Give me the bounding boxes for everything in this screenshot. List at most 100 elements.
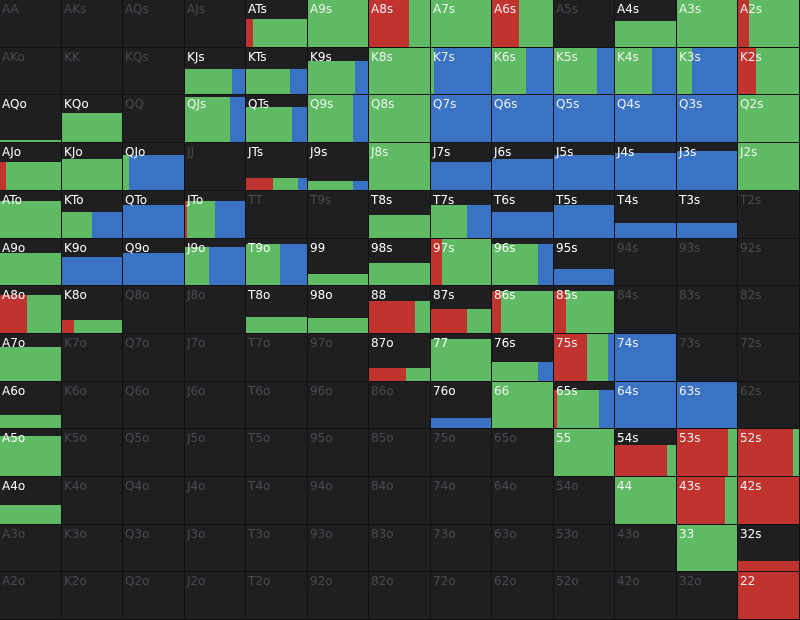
hand-cell-t9o[interactable]: T9o	[246, 239, 308, 286]
hand-cell-t8o[interactable]: T8o	[246, 286, 308, 334]
hand-cell-93o[interactable]: 93o	[308, 525, 369, 572]
hand-cell-t3o[interactable]: T3o	[246, 525, 308, 572]
hand-cell-a6s[interactable]: A6s	[492, 0, 554, 48]
hand-cell-q2o[interactable]: Q2o	[123, 572, 185, 620]
hand-cell-k7o[interactable]: K7o	[62, 334, 123, 382]
hand-cell-74s[interactable]: 74s	[615, 334, 677, 382]
hand-cell-a6o[interactable]: A6o	[0, 382, 62, 429]
hand-cell-65o[interactable]: 65o	[492, 429, 554, 477]
hand-cell-k2s[interactable]: K2s	[738, 48, 800, 95]
hand-cell-65s[interactable]: 65s	[554, 382, 615, 429]
hand-cell-qto[interactable]: QTo	[123, 191, 185, 239]
hand-cell-j9s[interactable]: J9s	[308, 143, 369, 191]
hand-cell-j4o[interactable]: J4o	[185, 477, 246, 525]
hand-cell-88[interactable]: 88	[369, 286, 431, 334]
hand-cell-92o[interactable]: 92o	[308, 572, 369, 620]
hand-cell-44[interactable]: 44	[615, 477, 677, 525]
hand-cell-42o[interactable]: 42o	[615, 572, 677, 620]
hand-cell-ajs[interactable]: AJs	[185, 0, 246, 48]
hand-cell-k2o[interactable]: K2o	[62, 572, 123, 620]
hand-cell-a7s[interactable]: A7s	[431, 0, 492, 48]
hand-cell-a4o[interactable]: A4o	[0, 477, 62, 525]
hand-cell-82o[interactable]: 82o	[369, 572, 431, 620]
hand-cell-86o[interactable]: 86o	[369, 382, 431, 429]
hand-cell-99[interactable]: 99	[308, 239, 369, 286]
hand-cell-33[interactable]: 33	[677, 525, 738, 572]
hand-cell-86s[interactable]: 86s	[492, 286, 554, 334]
hand-cell-t8s[interactable]: T8s	[369, 191, 431, 239]
hand-cell-k8s[interactable]: K8s	[369, 48, 431, 95]
hand-cell-kqs[interactable]: KQs	[123, 48, 185, 95]
hand-cell-73o[interactable]: 73o	[431, 525, 492, 572]
hand-cell-j8o[interactable]: J8o	[185, 286, 246, 334]
hand-cell-32s[interactable]: 32s	[738, 525, 800, 572]
hand-cell-a8s[interactable]: A8s	[369, 0, 431, 48]
hand-cell-a9s[interactable]: A9s	[308, 0, 369, 48]
hand-cell-kjs[interactable]: KJs	[185, 48, 246, 95]
hand-cell-q5s[interactable]: Q5s	[554, 95, 615, 143]
hand-cell-t2s[interactable]: T2s	[738, 191, 800, 239]
hand-cell-t4s[interactable]: T4s	[615, 191, 677, 239]
hand-cell-87o[interactable]: 87o	[369, 334, 431, 382]
hand-cell-94s[interactable]: 94s	[615, 239, 677, 286]
hand-cell-j4s[interactable]: J4s	[615, 143, 677, 191]
hand-cell-52s[interactable]: 52s	[738, 429, 800, 477]
hand-cell-55[interactable]: 55	[554, 429, 615, 477]
hand-cell-a3s[interactable]: A3s	[677, 0, 738, 48]
hand-cell-a3o[interactable]: A3o	[0, 525, 62, 572]
hand-cell-j9o[interactable]: J9o	[185, 239, 246, 286]
hand-cell-53o[interactable]: 53o	[554, 525, 615, 572]
hand-cell-q7s[interactable]: Q7s	[431, 95, 492, 143]
hand-cell-jto[interactable]: JTo	[185, 191, 246, 239]
hand-cell-k3s[interactable]: K3s	[677, 48, 738, 95]
hand-cell-t7o[interactable]: T7o	[246, 334, 308, 382]
hand-cell-82s[interactable]: 82s	[738, 286, 800, 334]
hand-cell-qjo[interactable]: QJo	[123, 143, 185, 191]
hand-cell-77[interactable]: 77	[431, 334, 492, 382]
hand-cell-a5o[interactable]: A5o	[0, 429, 62, 477]
hand-cell-aa[interactable]: AA	[0, 0, 62, 48]
hand-cell-kqo[interactable]: KQo	[62, 95, 123, 143]
hand-cell-j3o[interactable]: J3o	[185, 525, 246, 572]
hand-cell-76s[interactable]: 76s	[492, 334, 554, 382]
hand-cell-43s[interactable]: 43s	[677, 477, 738, 525]
hand-cell-t5s[interactable]: T5s	[554, 191, 615, 239]
hand-cell-k3o[interactable]: K3o	[62, 525, 123, 572]
hand-cell-t7s[interactable]: T7s	[431, 191, 492, 239]
hand-cell-k9s[interactable]: K9s	[308, 48, 369, 95]
hand-cell-k6o[interactable]: K6o	[62, 382, 123, 429]
hand-cell-k4s[interactable]: K4s	[615, 48, 677, 95]
hand-cell-98s[interactable]: 98s	[369, 239, 431, 286]
hand-cell-96s[interactable]: 96s	[492, 239, 554, 286]
hand-cell-ato[interactable]: ATo	[0, 191, 62, 239]
hand-cell-k9o[interactable]: K9o	[62, 239, 123, 286]
hand-cell-83s[interactable]: 83s	[677, 286, 738, 334]
hand-cell-j6s[interactable]: J6s	[492, 143, 554, 191]
hand-cell-95s[interactable]: 95s	[554, 239, 615, 286]
hand-cell-j2o[interactable]: J2o	[185, 572, 246, 620]
hand-cell-ako[interactable]: AKo	[0, 48, 62, 95]
hand-cell-qts[interactable]: QTs	[246, 95, 308, 143]
hand-cell-j7s[interactable]: J7s	[431, 143, 492, 191]
hand-cell-63o[interactable]: 63o	[492, 525, 554, 572]
hand-cell-j6o[interactable]: J6o	[185, 382, 246, 429]
hand-cell-96o[interactable]: 96o	[308, 382, 369, 429]
hand-cell-q9s[interactable]: Q9s	[308, 95, 369, 143]
hand-cell-54o[interactable]: 54o	[554, 477, 615, 525]
hand-cell-t2o[interactable]: T2o	[246, 572, 308, 620]
hand-cell-72o[interactable]: 72o	[431, 572, 492, 620]
hand-cell-a9o[interactable]: A9o	[0, 239, 62, 286]
hand-cell-t9s[interactable]: T9s	[308, 191, 369, 239]
hand-cell-k6s[interactable]: K6s	[492, 48, 554, 95]
hand-cell-qjs[interactable]: QJs	[185, 95, 246, 143]
hand-cell-a2s[interactable]: A2s	[738, 0, 800, 48]
hand-cell-a2o[interactable]: A2o	[0, 572, 62, 620]
hand-cell-q7o[interactable]: Q7o	[123, 334, 185, 382]
hand-cell-a4s[interactable]: A4s	[615, 0, 677, 48]
hand-cell-jts[interactable]: JTs	[246, 143, 308, 191]
hand-cell-kto[interactable]: KTo	[62, 191, 123, 239]
hand-cell-kk[interactable]: KK	[62, 48, 123, 95]
hand-cell-54s[interactable]: 54s	[615, 429, 677, 477]
hand-cell-53s[interactable]: 53s	[677, 429, 738, 477]
hand-cell-q8s[interactable]: Q8s	[369, 95, 431, 143]
